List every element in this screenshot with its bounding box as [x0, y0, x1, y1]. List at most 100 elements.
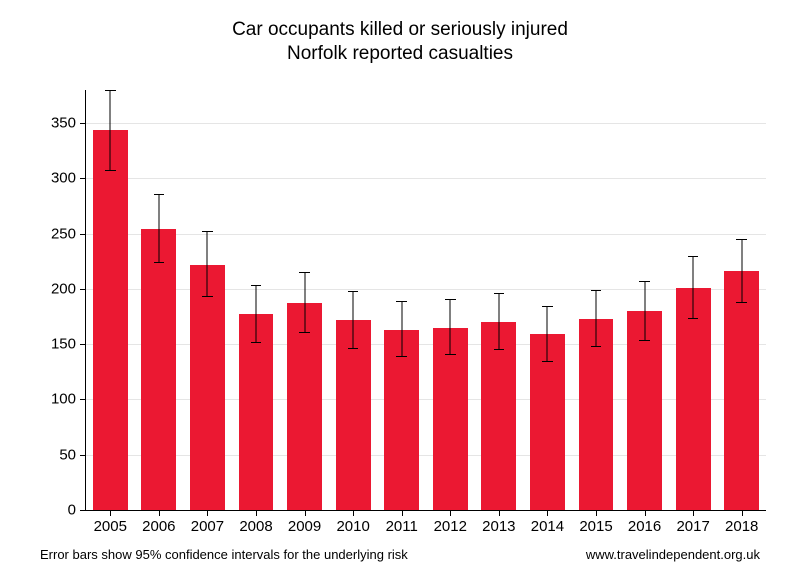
error-bar — [693, 256, 694, 318]
error-bar-cap — [542, 306, 553, 307]
y-axis-label: 350 — [51, 115, 76, 132]
error-bar-cap — [202, 296, 213, 297]
error-bar-cap — [396, 301, 407, 302]
y-axis-label: 100 — [51, 391, 76, 408]
error-bar-cap — [591, 346, 602, 347]
error-bar — [353, 291, 354, 347]
x-tick — [450, 510, 451, 516]
y-axis-label: 150 — [51, 336, 76, 353]
grid-line — [86, 455, 766, 456]
y-tick — [80, 399, 86, 400]
y-tick — [80, 344, 86, 345]
x-axis-label: 2013 — [482, 518, 515, 535]
y-tick — [80, 510, 86, 511]
error-bar — [596, 290, 597, 346]
x-axis-label: 2012 — [434, 518, 467, 535]
bar — [239, 314, 274, 510]
error-bar-cap — [154, 194, 165, 195]
x-tick — [353, 510, 354, 516]
error-bar-cap — [639, 281, 650, 282]
error-bar — [741, 239, 742, 302]
error-bar — [158, 194, 159, 263]
x-tick — [596, 510, 597, 516]
error-bar — [547, 306, 548, 361]
error-bar — [401, 301, 402, 356]
bar — [579, 319, 614, 510]
error-bar-cap — [396, 356, 407, 357]
error-bar-cap — [639, 340, 650, 341]
chart-title-line1: Car occupants killed or seriously injure… — [232, 19, 568, 40]
grid-line — [86, 289, 766, 290]
bar — [141, 229, 176, 510]
y-tick — [80, 178, 86, 179]
error-bar-cap — [494, 349, 505, 350]
error-bar-cap — [688, 318, 699, 319]
chart-container: Car occupants killed or seriously injure… — [0, 0, 800, 580]
error-bar — [256, 285, 257, 342]
y-axis-label: 250 — [51, 225, 76, 242]
y-axis-label: 300 — [51, 170, 76, 187]
grid-line — [86, 123, 766, 124]
bar — [190, 265, 225, 510]
error-bar-cap — [542, 361, 553, 362]
error-bar-cap — [445, 354, 456, 355]
x-tick — [645, 510, 646, 516]
error-bar-cap — [105, 170, 116, 171]
y-axis-label: 200 — [51, 280, 76, 297]
error-bar-cap — [494, 293, 505, 294]
bar — [481, 322, 516, 510]
x-axis-label: 2018 — [725, 518, 758, 535]
plot-area: 0501001502002503003502005200620072008200… — [85, 90, 766, 511]
x-axis-label: 2009 — [288, 518, 321, 535]
y-axis-label: 0 — [68, 502, 76, 519]
error-bar-cap — [445, 299, 456, 300]
x-axis-label: 2017 — [676, 518, 709, 535]
x-axis-label: 2005 — [94, 518, 127, 535]
x-axis-label: 2006 — [142, 518, 175, 535]
error-bar-cap — [591, 290, 602, 291]
grid-line — [86, 399, 766, 400]
error-bar-cap — [736, 302, 747, 303]
error-bar — [207, 231, 208, 295]
bar — [676, 288, 711, 510]
error-bar-cap — [105, 90, 116, 91]
x-tick — [305, 510, 306, 516]
x-axis-label: 2016 — [628, 518, 661, 535]
x-tick — [693, 510, 694, 516]
x-axis-label: 2008 — [239, 518, 272, 535]
footer-note: Error bars show 95% confidence intervals… — [40, 547, 408, 562]
bar — [93, 130, 128, 510]
x-tick — [110, 510, 111, 516]
x-tick — [256, 510, 257, 516]
x-tick — [159, 510, 160, 516]
x-axis-label: 2011 — [386, 518, 418, 535]
footer-source: www.travelindependent.org.uk — [586, 547, 760, 562]
error-bar-cap — [202, 231, 213, 232]
y-axis-label: 50 — [59, 446, 76, 463]
bar — [724, 271, 759, 510]
grid-line — [86, 344, 766, 345]
grid-line — [86, 234, 766, 235]
x-axis-label: 2007 — [191, 518, 224, 535]
error-bar — [498, 293, 499, 348]
error-bar — [644, 281, 645, 340]
error-bar-cap — [688, 256, 699, 257]
error-bar — [450, 299, 451, 354]
y-tick — [80, 455, 86, 456]
grid-line — [86, 178, 766, 179]
bar — [287, 303, 322, 510]
error-bar — [110, 90, 111, 170]
x-tick — [547, 510, 548, 516]
error-bar-cap — [251, 285, 262, 286]
x-tick — [207, 510, 208, 516]
x-axis-label: 2010 — [336, 518, 369, 535]
y-tick — [80, 123, 86, 124]
error-bar-cap — [154, 262, 165, 263]
error-bar-cap — [299, 272, 310, 273]
x-tick — [742, 510, 743, 516]
error-bar-cap — [251, 342, 262, 343]
bar — [627, 311, 662, 510]
error-bar — [304, 272, 305, 332]
chart-title-line2: Norfolk reported casualties — [287, 43, 513, 64]
y-tick — [80, 289, 86, 290]
